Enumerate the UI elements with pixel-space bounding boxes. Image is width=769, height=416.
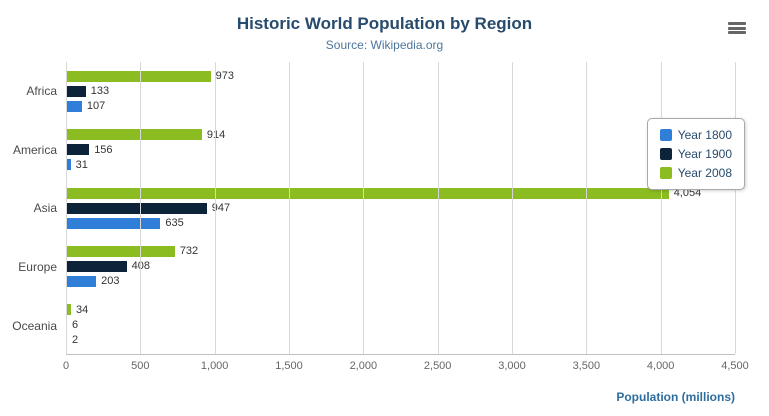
bar-line: 133 xyxy=(66,85,735,98)
bar-value-label: 4,054 xyxy=(673,187,702,200)
bar-value-label: 914 xyxy=(206,128,226,141)
bar-value-label: 635 xyxy=(165,217,184,230)
x-tick-label: 2,000 xyxy=(349,360,378,372)
gridline xyxy=(66,62,67,354)
x-tick-label: 0 xyxy=(62,360,70,372)
category-row-africa: 973 133 107 xyxy=(66,62,735,120)
bar-europe-year-1900[interactable] xyxy=(66,260,127,272)
category-row-europe: 732 408 203 xyxy=(66,237,735,295)
bar-line: 408 xyxy=(66,260,735,273)
legend-item-year-2008[interactable]: Year 2008 xyxy=(659,166,732,180)
bar-line: 732 xyxy=(66,245,735,258)
category-row-asia: 4,054 947 635 xyxy=(66,179,735,237)
bar-value-label: 156 xyxy=(94,143,113,156)
x-tick-label: 3,500 xyxy=(572,360,601,372)
bar-america-year-1900[interactable] xyxy=(66,144,90,156)
gridline xyxy=(140,62,142,354)
rows: 973 133 107 914 156 31 4,054 947 635 732 408 203 34 6… xyxy=(66,62,735,354)
bar-asia-year-1800[interactable] xyxy=(66,217,161,229)
gridline xyxy=(660,62,662,354)
legend-swatch xyxy=(659,167,672,179)
legend-label: Year 2008 xyxy=(677,166,732,180)
bar-africa-year-1900[interactable] xyxy=(66,85,86,97)
bar-value-label: 107 xyxy=(86,100,106,113)
x-tick-label: 4,500 xyxy=(721,360,749,372)
bar-line: 973 xyxy=(66,70,735,83)
bar-africa-year-2008[interactable] xyxy=(66,70,211,82)
gridline xyxy=(289,62,290,354)
bar-value-label: 732 xyxy=(179,245,199,258)
category-label-asia: Asia xyxy=(33,201,57,216)
legend-label: Year 1900 xyxy=(677,147,732,161)
x-tick-label: 3,000 xyxy=(498,360,526,372)
bar-line: 2 xyxy=(66,333,735,346)
gridline xyxy=(735,62,736,354)
bar-europe-year-2008[interactable] xyxy=(66,245,175,257)
chart-title: Historic World Population by Region xyxy=(236,14,533,33)
bar-value-label: 2 xyxy=(72,333,79,346)
category-label-europe: Europe xyxy=(18,260,57,275)
legend-item-year-1900[interactable]: Year 1900 xyxy=(659,147,732,161)
chart-subtitle: Source: Wikipedia.org xyxy=(325,38,444,52)
bar-value-label: 31 xyxy=(75,158,88,171)
bar-value-label: 6 xyxy=(72,318,79,331)
bar-value-label: 973 xyxy=(215,70,234,83)
bar-america-year-1800[interactable] xyxy=(66,159,71,171)
bar-line: 914 xyxy=(66,128,735,141)
x-axis-title: Population (millions) xyxy=(616,390,735,404)
bar-asia-year-1900[interactable] xyxy=(66,202,207,214)
bar-value-label: 34 xyxy=(76,303,89,316)
bar-line: 31 xyxy=(66,158,735,171)
bar-oceania-year-2008[interactable] xyxy=(66,304,72,316)
bar-line: 6 xyxy=(66,318,735,331)
gridline xyxy=(512,62,513,354)
x-tick-label: 2,500 xyxy=(423,360,452,372)
bar-line: 107 xyxy=(66,100,735,113)
bar-asia-year-2008[interactable] xyxy=(66,187,669,199)
bar-line: 4,054 xyxy=(66,187,735,200)
bar-africa-year-1800[interactable] xyxy=(66,100,82,112)
category-label-america: America xyxy=(12,142,57,157)
x-tick-label: 500 xyxy=(131,360,150,372)
legend-item-year-1800[interactable]: Year 1800 xyxy=(659,128,732,142)
category-row-america: 914 156 31 xyxy=(66,120,735,178)
bar-line: 947 xyxy=(66,202,735,215)
chart-body: Africa America Asia Europe Oceania 973 133 107… xyxy=(8,62,749,372)
bar-america-year-2008[interactable] xyxy=(66,129,202,141)
gridline xyxy=(437,62,439,354)
category-label-oceania: Oceania xyxy=(12,318,57,333)
legend-label: Year 1800 xyxy=(677,128,732,142)
plot-area: 973 133 107 914 156 31 4,054 947 635 732 408 203 34 6… xyxy=(63,62,749,372)
category-label-africa: Africa xyxy=(26,84,57,99)
bar-line: 635 xyxy=(66,217,735,230)
bar-value-label: 203 xyxy=(101,275,120,288)
bar-line: 156 xyxy=(66,143,735,156)
hamburger-menu-icon[interactable] xyxy=(727,20,747,36)
gridline xyxy=(214,62,216,354)
bar-value-label: 947 xyxy=(211,202,231,215)
x-tick-label: 4,000 xyxy=(646,360,675,372)
y-labels: Africa America Asia Europe Oceania xyxy=(8,62,66,355)
legend-swatch xyxy=(659,148,672,160)
legend: Year 1800 Year 1900 Year 2008 xyxy=(646,118,745,190)
gridline xyxy=(363,62,365,354)
bar-line: 34 xyxy=(66,303,735,316)
legend-swatch xyxy=(659,129,672,141)
bar-europe-year-1800[interactable] xyxy=(66,275,97,287)
x-tick-label: 1,000 xyxy=(200,360,229,372)
category-row-oceania: 34 6 2 xyxy=(66,296,735,354)
gridline xyxy=(586,62,588,354)
bar-line: 203 xyxy=(66,275,735,288)
bar-value-label: 133 xyxy=(90,85,110,98)
x-tick-label: 1,500 xyxy=(275,360,303,372)
